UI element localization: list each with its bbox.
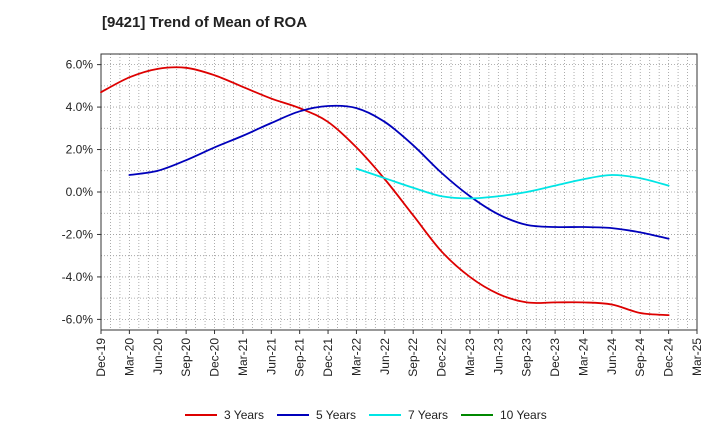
x-tick-label: Mar-25 bbox=[690, 338, 704, 376]
legend-label-1: 3 Years bbox=[224, 408, 264, 422]
legend-label-2: 5 Years bbox=[316, 408, 356, 422]
x-tick-label: Sep-24 bbox=[633, 338, 647, 377]
x-tick-label: Sep-21 bbox=[293, 338, 307, 377]
y-tick-label: 6.0% bbox=[66, 58, 94, 72]
x-tick-label: Dec-23 bbox=[548, 338, 562, 377]
legend-label-3: 7 Years bbox=[408, 408, 448, 422]
x-tick-label: Sep-22 bbox=[406, 338, 420, 377]
x-tick-label: Dec-20 bbox=[208, 338, 222, 377]
x-tick-label: Dec-24 bbox=[662, 338, 676, 377]
y-tick-label: 4.0% bbox=[66, 100, 94, 114]
x-tick-label: Mar-21 bbox=[236, 338, 250, 376]
chart-title: [9421] Trend of Mean of ROA bbox=[102, 14, 308, 31]
x-tick-label: Mar-20 bbox=[122, 338, 136, 376]
x-tick-label: Jun-22 bbox=[378, 338, 392, 375]
x-tick-label: Dec-19 bbox=[94, 338, 108, 377]
y-tick-label: 2.0% bbox=[66, 143, 94, 157]
x-tick-label: Jun-20 bbox=[151, 338, 165, 375]
x-tick-label: Mar-23 bbox=[463, 338, 477, 376]
legend-label-4: 10 Years bbox=[500, 408, 547, 422]
y-tick-label: -6.0% bbox=[62, 312, 94, 326]
series-line-1 bbox=[100, 66, 670, 317]
x-tick-label: Dec-21 bbox=[321, 338, 335, 377]
x-tick-label: Mar-22 bbox=[349, 338, 363, 376]
x-tick-label: Sep-23 bbox=[520, 338, 534, 377]
y-tick-label: -2.0% bbox=[62, 227, 94, 241]
y-tick-label: 0.0% bbox=[66, 185, 94, 199]
x-tick-label: Sep-20 bbox=[179, 338, 193, 377]
series-line-3 bbox=[355, 167, 670, 200]
x-tick-label: Dec-22 bbox=[435, 338, 449, 377]
x-tick-label: Jun-21 bbox=[264, 338, 278, 375]
y-tick-label: -4.0% bbox=[62, 270, 94, 284]
x-tick-label: Jun-23 bbox=[491, 338, 505, 375]
series-line-2 bbox=[128, 104, 670, 240]
x-tick-label: Mar-24 bbox=[576, 338, 590, 376]
x-tick-label: Jun-24 bbox=[605, 338, 619, 375]
